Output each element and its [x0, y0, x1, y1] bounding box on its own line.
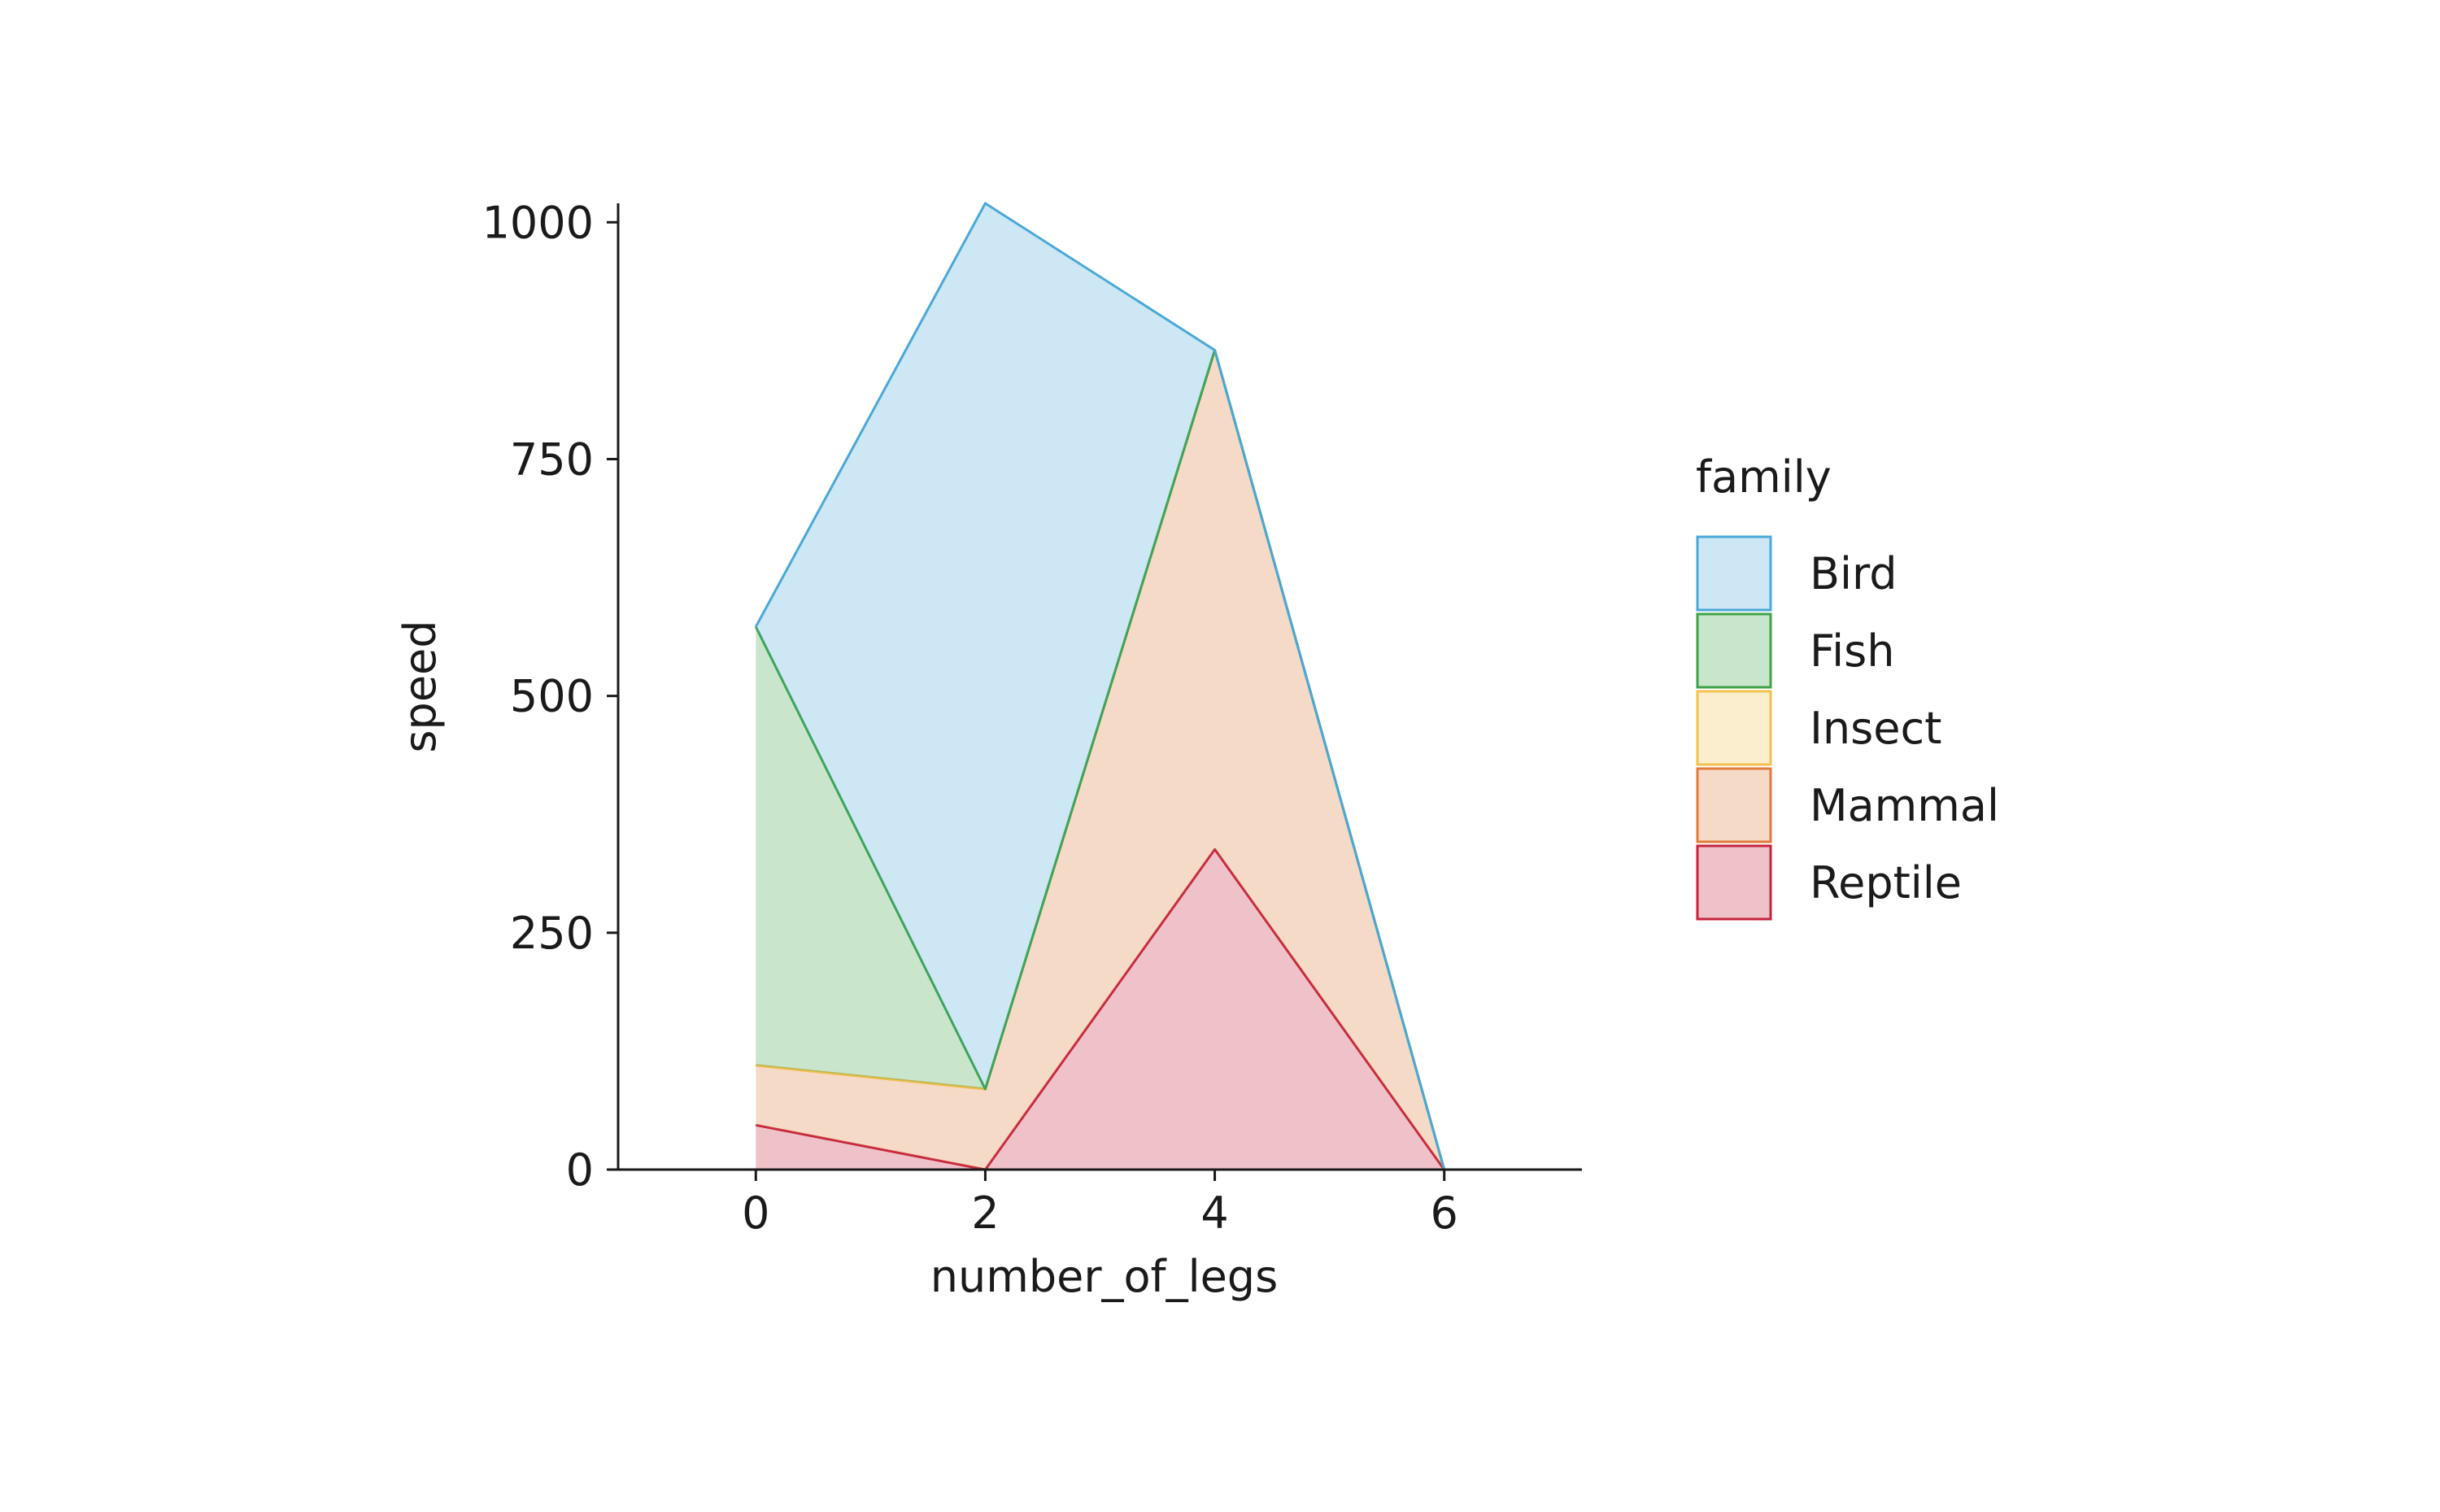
legend-label-insect: Insect: [1810, 703, 1941, 754]
legend-label-bird: Bird: [1810, 548, 1898, 599]
x-tick-label: 2: [971, 1187, 999, 1239]
y-tick-label: 250: [510, 908, 594, 959]
x-axis-label: number_of_legs: [930, 1251, 1278, 1302]
legend-title: family: [1696, 451, 1832, 503]
legend-swatch-bird: [1696, 535, 1772, 612]
y-tick-label: 0: [566, 1144, 594, 1196]
legend-swatch-reptile: [1696, 844, 1772, 921]
x-ticks: 0 2 4 6: [742, 1170, 1458, 1239]
y-tick-label: 500: [510, 671, 594, 722]
legend-swatch-insect: [1696, 690, 1772, 766]
x-tick-label: 6: [1431, 1187, 1458, 1239]
legend-swatch-fish: [1696, 612, 1772, 689]
legend: family Bird Fish Insect Mammal Reptile: [1696, 451, 1999, 921]
area-line-bird: [754, 202, 1446, 1170]
area-series-group: [754, 202, 1446, 1171]
y-tick-label: 750: [510, 434, 594, 485]
x-tick-label: 0: [742, 1187, 769, 1239]
legend-items: Bird Fish Insect Mammal Reptile: [1696, 535, 1999, 921]
x-tick-label: 4: [1200, 1187, 1228, 1239]
y-tick-label: 1000: [482, 197, 594, 248]
y-ticks: 0 250 500 750 1000: [482, 197, 618, 1196]
y-axis-label: speed: [394, 620, 446, 752]
legend-label-fish: Fish: [1810, 625, 1895, 677]
legend-label-reptile: Reptile: [1810, 857, 1962, 909]
legend-label-mammal: Mammal: [1810, 780, 1999, 831]
axes: [617, 203, 1582, 1171]
area-bird: [756, 203, 1444, 1170]
legend-swatch-mammal: [1696, 767, 1772, 843]
area-line-reptile: [756, 848, 1445, 1171]
